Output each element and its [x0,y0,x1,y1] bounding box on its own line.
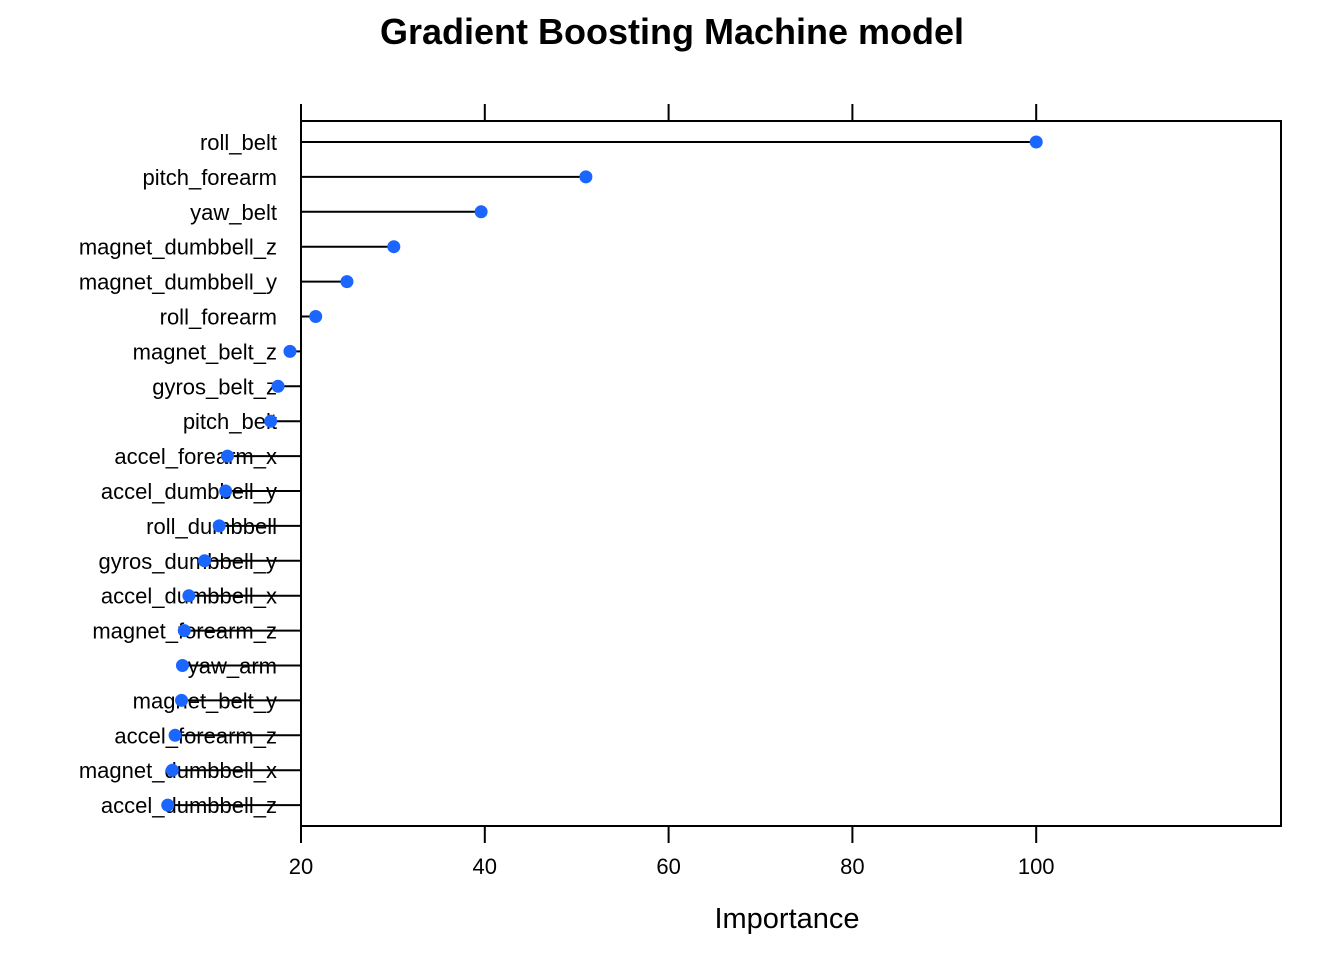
point-accel_forearm_x [220,449,234,463]
y-label-yaw_belt: yaw_belt [190,200,277,225]
chart-title: Gradient Boosting Machine model [380,11,964,52]
point-magnet_dumbbell_x [165,763,179,777]
x-tick-label: 80 [840,854,864,879]
y-label-magnet_belt_z: magnet_belt_z [133,339,277,364]
y-label-gyros_belt_z: gyros_belt_z [152,374,277,399]
bottom-axis-ticks: 20 40 60 80 100 [289,826,1055,879]
point-roll_dumbbell [212,519,226,533]
point-roll_belt [1029,135,1043,149]
y-label-roll_belt: roll_belt [200,130,277,155]
lollipop-points [161,135,1043,812]
x-tick-label: 40 [473,854,497,879]
x-tick-label: 60 [656,854,680,879]
point-magnet_belt_z [283,344,297,358]
point-magnet_dumbbell_y [340,275,354,289]
x-tick-label: 20 [289,854,313,879]
y-label-magnet_dumbbell_y: magnet_dumbbell_y [79,270,277,295]
point-gyros_belt_z [271,379,285,393]
point-accel_dumbbell_x [182,589,196,603]
plot-frame [300,120,1282,827]
point-roll_forearm [309,310,323,323]
y-label-magnet_dumbbell_z: magnet_dumbbell_z [79,235,277,260]
point-accel_dumbbell_y [219,484,233,498]
point-accel_dumbbell_z [161,798,175,812]
point-pitch_belt [264,414,278,428]
point-accel_forearm_z [168,728,182,742]
x-tick-label: 100 [1018,854,1055,879]
x-axis-label: Importance [714,903,859,935]
point-magnet_dumbbell_z [387,240,401,254]
lollipop-stems [167,141,1037,807]
point-magnet_belt_y [175,693,189,707]
y-label-roll_forearm: roll_forearm [160,305,277,330]
point-gyros_dumbbell_y [198,554,212,568]
point-magnet_forearm_z [177,624,191,638]
y-label-pitch_belt: pitch_belt [183,409,277,434]
point-yaw_arm [175,659,189,672]
point-yaw_belt [474,205,488,219]
y-axis-labels: roll_belt pitch_forearm yaw_belt magnet_dum… [79,130,277,818]
point-pitch_forearm [579,170,593,184]
top-axis-ticks [300,104,1038,121]
y-label-pitch_forearm: pitch_forearm [142,165,277,190]
